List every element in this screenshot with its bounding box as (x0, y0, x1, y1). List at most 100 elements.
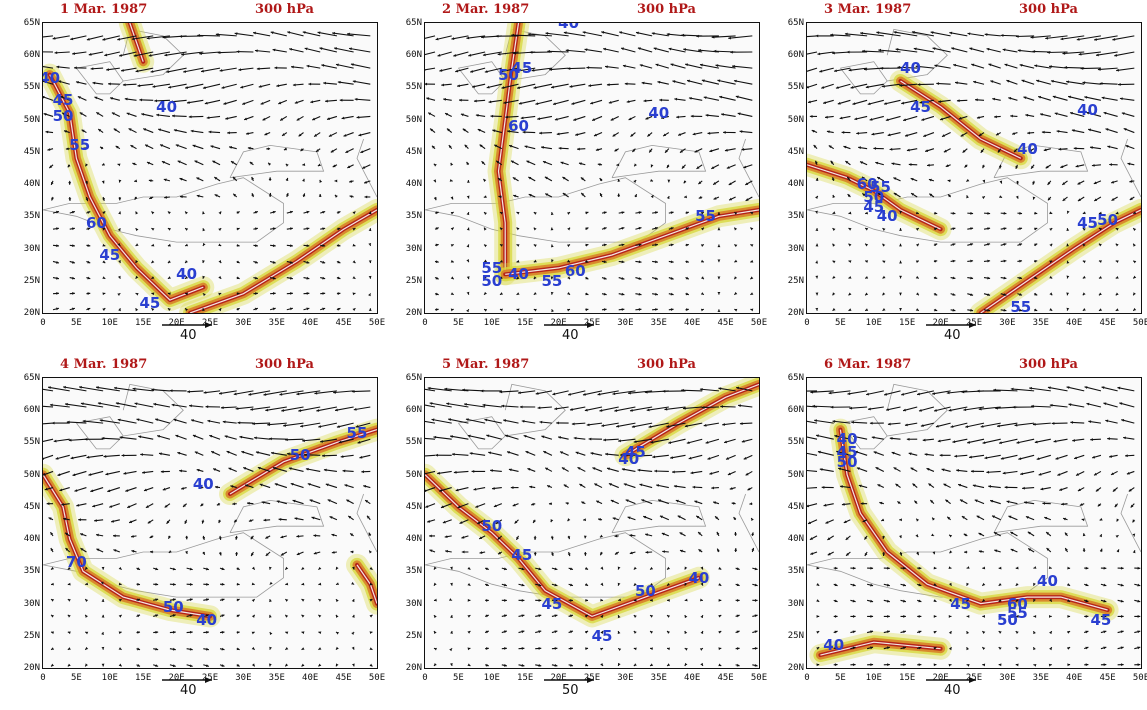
wind-vector (1016, 438, 1035, 444)
wind-vector (690, 114, 703, 118)
wind-vector (321, 64, 338, 69)
wind-vector (1000, 259, 1007, 263)
wind-vector (1051, 421, 1068, 425)
y-tick-label: 20N (23, 308, 40, 318)
wind-vector (906, 148, 918, 152)
reference-arrow-icon (162, 677, 212, 683)
wind-vector (976, 389, 1001, 393)
contour-value-label: 55 (870, 178, 891, 197)
wind-vector (464, 144, 469, 150)
wind-vector (614, 534, 619, 538)
wind-vector (568, 567, 574, 571)
wind-vector (1056, 129, 1068, 134)
wind-vector (214, 485, 221, 489)
wind-vector (1117, 583, 1124, 587)
wind-vector (1017, 211, 1023, 215)
wind-vector (50, 566, 55, 571)
wind-vector (491, 486, 502, 490)
wind-vector (108, 82, 120, 86)
wind-vector (149, 535, 154, 539)
wind-vector (601, 292, 607, 296)
wind-vector (59, 95, 70, 101)
reference-arrow-icon (544, 677, 594, 683)
wind-vector (913, 500, 918, 505)
wind-vector (601, 243, 607, 247)
wind-vector (550, 212, 554, 216)
wind-vector (132, 162, 137, 166)
wind-vector (425, 51, 436, 56)
wind-vector (163, 178, 171, 182)
wind-vector (976, 515, 985, 521)
wind-vector (186, 582, 193, 586)
wind-vector (1126, 470, 1135, 475)
map-frame: 40 45 50 60 40 55 55 50 40 55 60 (424, 22, 760, 314)
wind-vector (336, 244, 341, 247)
wind-vector (933, 406, 951, 412)
y-tick-label: 40N (405, 179, 422, 190)
wind-vector (501, 614, 508, 618)
wind-vector (344, 484, 354, 489)
wind-vector (652, 211, 658, 215)
wind-vector (203, 390, 221, 394)
wind-vector (614, 551, 620, 555)
wind-vector (633, 163, 638, 167)
wind-vector (450, 276, 455, 280)
wind-vector (1049, 227, 1053, 231)
x-tick-label: 45E (335, 673, 352, 683)
wind-vector (212, 468, 221, 472)
wind-vector (518, 647, 525, 650)
wind-vector (666, 195, 670, 200)
wind-vector (101, 631, 104, 635)
wind-vector (752, 567, 758, 571)
wind-vector (1117, 630, 1124, 634)
wind-vector (610, 499, 619, 505)
wind-vector (667, 179, 671, 183)
wind-vector (583, 551, 587, 556)
wind-vector (264, 132, 271, 136)
wind-vector (552, 390, 569, 396)
wind-vector (734, 291, 738, 296)
y-tick-label: 30N (787, 243, 804, 254)
wind-vector (106, 67, 120, 72)
wind-vector (442, 519, 452, 524)
wind-vector (867, 99, 884, 106)
wind-vector (164, 195, 170, 199)
wind-vector (203, 664, 210, 668)
wind-vector (298, 406, 321, 412)
wind-vector (145, 503, 154, 509)
wind-vector (635, 454, 653, 458)
wind-vector (585, 292, 589, 296)
wind-vector (1049, 275, 1053, 279)
y-tick-label: 55N (787, 82, 804, 93)
contour-value-label: 40 (1037, 572, 1058, 590)
wind-vector (286, 210, 294, 214)
wind-vector (627, 516, 636, 521)
wind-vector (893, 466, 901, 472)
wind-vector (369, 566, 373, 571)
wind-vector (433, 630, 437, 635)
wind-vector (822, 99, 834, 104)
wind-vector (318, 631, 322, 635)
wind-vector (352, 292, 356, 296)
wind-vector (1082, 260, 1086, 264)
wind-vector (351, 566, 355, 570)
wind-vector (1032, 646, 1036, 651)
wind-vector (588, 437, 603, 441)
wind-vector (749, 502, 753, 506)
wind-vector (151, 292, 155, 296)
wind-vector (811, 129, 818, 134)
wind-vector (1027, 548, 1035, 553)
wind-vector (807, 83, 818, 89)
wind-vector (910, 192, 918, 198)
wind-vector (601, 211, 607, 215)
wind-vector (1029, 386, 1051, 392)
wind-vector (982, 566, 986, 570)
wind-vector (318, 663, 322, 667)
wind-vector (251, 614, 256, 618)
wind-vector (466, 276, 470, 280)
wind-vector (1049, 646, 1053, 651)
wind-vector (948, 566, 952, 569)
wind-vector (1098, 260, 1102, 263)
wind-vector (80, 547, 87, 553)
wind-vector (882, 535, 886, 540)
